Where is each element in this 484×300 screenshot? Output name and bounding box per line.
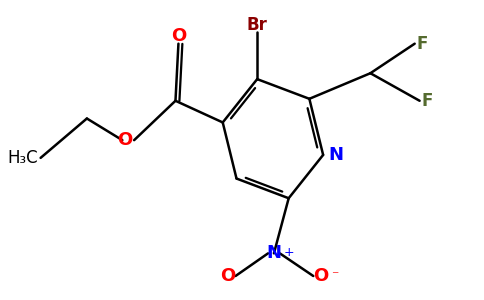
Text: F: F <box>417 35 428 53</box>
Text: +: + <box>284 247 294 260</box>
Text: O: O <box>117 131 132 149</box>
Text: F: F <box>422 92 433 110</box>
Text: H₃C: H₃C <box>7 149 38 167</box>
Text: ⁻: ⁻ <box>331 269 338 283</box>
Text: N: N <box>266 244 281 262</box>
Text: O: O <box>314 267 329 285</box>
Text: N: N <box>328 146 343 164</box>
Text: O: O <box>220 267 235 285</box>
Text: Br: Br <box>247 16 268 34</box>
Text: O: O <box>171 27 186 45</box>
